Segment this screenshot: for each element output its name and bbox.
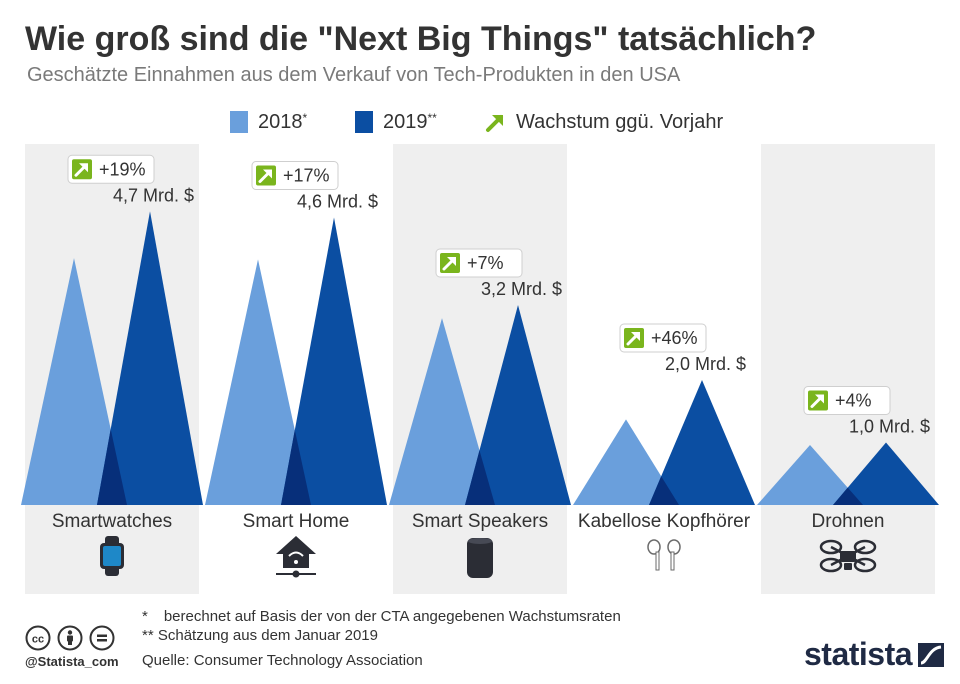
footnote-1-mark: * xyxy=(142,608,148,625)
peak-2019 xyxy=(281,217,387,505)
legend-item-2018: 2018 * xyxy=(230,109,307,135)
license-icons: cc xyxy=(25,625,115,651)
growth-arrow-head-icon xyxy=(447,257,456,266)
footnote-1: * berechnet auf Basis der von der CTA ang… xyxy=(142,608,621,625)
peak-overlap xyxy=(465,450,495,505)
growth-arrow-head-icon xyxy=(815,394,824,404)
earbud-left-stem-icon xyxy=(655,551,660,571)
statista-logo[interactable]: statista xyxy=(804,636,945,673)
drone-camera-icon xyxy=(844,563,852,570)
value-label: 1,0 Mrd. $ xyxy=(849,417,930,437)
legend-swatch-2018 xyxy=(230,111,248,133)
network-node-icon xyxy=(292,570,300,578)
value-label: 2,0 Mrd. $ xyxy=(665,354,746,374)
earbud-left-icon xyxy=(647,539,661,555)
value-label: 4,7 Mrd. $ xyxy=(113,185,194,205)
statista-logo-mark-icon xyxy=(918,642,945,667)
legend-sup-2018: * xyxy=(302,111,308,125)
growth-label: +19% xyxy=(99,159,146,179)
smart-speaker-top-icon xyxy=(468,538,492,544)
legend-label-2018: 2018 xyxy=(258,110,303,133)
peak-2019 xyxy=(465,305,571,505)
peak-2018 xyxy=(389,318,495,505)
drone-rotor-icon xyxy=(853,557,877,573)
no-derivatives-icon[interactable] xyxy=(89,625,115,651)
category-panel xyxy=(393,144,567,594)
smartwatch-screen-icon xyxy=(103,546,121,566)
category-label: Drohnen xyxy=(812,511,885,532)
legend-sup-2019: ** xyxy=(427,111,437,125)
growth-arrow-icon xyxy=(486,115,503,132)
chart-subtitle: Geschätzte Einnahmen aus dem Verkauf von… xyxy=(27,64,681,86)
legend-label-growth: Wachstum ggü. Vorjahr xyxy=(516,110,724,133)
footnote-1-text: berechnet auf Basis der von der CTA ange… xyxy=(163,608,621,625)
growth-arrow-head-icon xyxy=(631,332,640,341)
drone-rotor-icon xyxy=(853,539,877,555)
statista-logo-text: statista xyxy=(804,636,913,672)
peak-2018 xyxy=(21,258,127,505)
growth-label: +17% xyxy=(283,166,330,186)
legend-item-growth: Wachstum ggü. Vorjahr xyxy=(484,109,723,135)
category-panel xyxy=(761,144,935,594)
wifi-icon xyxy=(288,551,304,557)
peak-2018 xyxy=(205,259,311,505)
value-label: 4,6 Mrd. $ xyxy=(297,192,378,212)
growth-label: +7% xyxy=(467,253,504,273)
category-label: Smart Home xyxy=(243,511,350,532)
legend-swatch-2019 xyxy=(355,111,373,133)
legend-label-2019: 2019 xyxy=(383,110,428,133)
statista-handle: @Statista_com xyxy=(25,654,119,669)
peak-2019 xyxy=(833,442,939,505)
earbud-right-stem-icon xyxy=(670,551,675,571)
peak-overlap xyxy=(281,430,311,505)
svg-text:cc: cc xyxy=(32,634,44,646)
peak-overlap xyxy=(97,429,127,505)
peak-2018 xyxy=(757,445,863,505)
category-label: Smart Speakers xyxy=(412,511,548,532)
growth-arrow-head-icon xyxy=(263,169,272,179)
legend-item-2019: 2019 ** xyxy=(355,109,437,135)
growth-arrow-head-icon xyxy=(79,163,88,173)
growth-label: +46% xyxy=(651,328,698,348)
peak-overlap xyxy=(649,476,679,505)
house-roof-icon xyxy=(276,536,316,554)
growth-label: +4% xyxy=(835,391,872,411)
attribution-icon[interactable] xyxy=(57,625,83,651)
smart-speaker-icon xyxy=(467,538,493,578)
peak-2018 xyxy=(573,419,679,505)
creative-commons-icon[interactable]: cc xyxy=(25,625,51,651)
drone-rotor-icon xyxy=(819,557,843,573)
footnote-2: ** Schätzung aus dem Januar 2019 xyxy=(142,627,378,644)
peak-2019 xyxy=(649,380,755,505)
chart-title: Wie groß sind die "Next Big Things" tats… xyxy=(25,20,817,58)
peak-2019 xyxy=(97,211,203,505)
peak-overlap xyxy=(833,487,863,505)
wifi-dot-icon xyxy=(294,560,298,564)
category-label: Kabellose Kopfhörer xyxy=(578,511,751,532)
category-label: Smartwatches xyxy=(52,511,172,532)
value-label: 3,2 Mrd. $ xyxy=(481,279,562,299)
drone-icon xyxy=(840,551,856,562)
drone-rotor-icon xyxy=(819,539,843,555)
source-note: Quelle: Consumer Technology Association xyxy=(142,652,423,669)
